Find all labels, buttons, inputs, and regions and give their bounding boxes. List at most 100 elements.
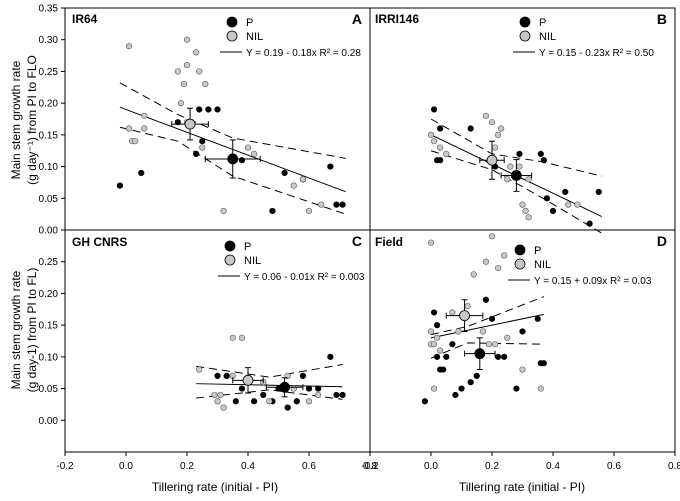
panel-c-legend-marker-p: [224, 240, 236, 252]
panel-c-ci-upper: [196, 363, 343, 378]
panel-d-point-nil: [485, 341, 493, 348]
panel-d-point-p: [495, 353, 502, 360]
panel-b-point-nil: [430, 138, 438, 145]
panel-b-point-p: [437, 157, 444, 164]
panel-d-xtick-label: 0.0: [424, 461, 438, 472]
panel-c-point-p: [315, 385, 322, 392]
panel-b-point-nil: [525, 214, 532, 221]
panel-c-point-p: [284, 404, 291, 411]
panel-b-legend-label-p: P: [539, 17, 546, 29]
panel-d-legend-label-nil: NIL: [534, 259, 551, 271]
panel-c-legend-label-nil: NIL: [244, 255, 261, 267]
panel-b-legend-marker-nil: [519, 30, 531, 42]
panel-c-point-p: [214, 372, 221, 379]
panel-c-point-nil: [211, 391, 218, 399]
y-axis-title-top-line2: (g day⁻¹) from PI to FLO: [25, 55, 39, 185]
panel-a-ci-upper: [119, 82, 346, 159]
panel-d-point-nil: [501, 252, 508, 259]
panel-c-equation: Y = 0.06 - 0.01x R² = 0.003: [244, 272, 365, 283]
panel-c-xtick-label: 0.6: [302, 461, 316, 472]
panel-b-point-nil: [574, 201, 581, 208]
panel-b-legend-marker-p: [519, 16, 531, 28]
panel-d-point-nil: [430, 385, 438, 392]
panel-c-ytick-label: 0.00: [39, 416, 59, 427]
panel-b-point-nil: [516, 163, 523, 170]
panel-d-point-nil: [430, 341, 438, 348]
panel-d-point-nil: [519, 366, 526, 373]
panel-d-point-p: [540, 360, 547, 367]
panel-c-xtick-label: -0.2: [56, 461, 74, 472]
panel-a-point-nil: [125, 125, 133, 132]
panel-d-point-p: [488, 315, 496, 322]
panel-b-point-p: [430, 106, 438, 113]
panel-d-point-p: [482, 296, 490, 303]
panel-c-point-p: [232, 398, 239, 405]
panel-a-ytick-label: 0.25: [39, 67, 59, 78]
panel-a-point-nil: [305, 207, 313, 215]
panel-b-legend-label-nil: NIL: [539, 31, 556, 43]
panel-c-point-nil: [315, 391, 322, 399]
panel-c-xtick-label: 0.0: [119, 461, 133, 472]
panel-d-point-nil: [491, 341, 499, 348]
panel-d-field: -0.2 0.0 0.2 0.4 0.6 0.8 Field D P NIL Y = 0.15 + …: [361, 229, 680, 472]
panel-c-point-nil: [266, 398, 273, 405]
panel-a-point-p: [269, 207, 276, 215]
panel-a-ytick-label: 0.00: [39, 226, 59, 237]
panel-d-point-nil: [470, 271, 477, 278]
panel-d-xtick-label: 0.4: [546, 461, 560, 472]
panel-d-mean-nil: [459, 310, 470, 322]
panel-b-irri146: IRRI146 B P NIL Y = 0.15 - 0.23x R² = 0.50: [369, 7, 676, 234]
panel-c-ytick-label: 0.10: [39, 352, 59, 363]
panel-a-legend-marker-p: [226, 16, 238, 28]
y-axis-title-bottom-line1: Main stem growth rate: [9, 270, 23, 389]
panel-d-point-p: [473, 372, 480, 379]
panel-a-point-p: [333, 201, 340, 208]
panel-c-gh-cnrs: 0.00 0.05 0.10 0.15 0.20 0.25 -0.2 0.0 0.2 0.4 0.6…: [39, 229, 377, 472]
panel-d-point-nil: [482, 258, 490, 265]
panel-b-point-p: [543, 195, 551, 202]
panel-b-title: IRRI146: [375, 12, 419, 26]
panel-d-point-nil: [464, 303, 471, 310]
panel-d-point-p: [434, 322, 441, 329]
panel-d-title: Field: [375, 235, 403, 249]
panel-d-regression-line: [430, 313, 544, 339]
panel-d-ci-upper: [430, 296, 545, 336]
panel-b-point-p: [537, 150, 544, 157]
y-axis-title-bottom-line2: (g day-1) from PI to FL): [25, 268, 39, 393]
x-axis-title-right: Tillering rate (initial - PI): [459, 480, 585, 494]
panel-d-point-p: [467, 379, 474, 386]
panel-a-ytick-label: 0.10: [39, 162, 59, 173]
panel-d-letter: D: [657, 233, 667, 249]
panel-c-point-p: [305, 385, 313, 392]
panel-d-point-p: [421, 398, 429, 405]
panel-b-frame: [369, 7, 676, 231]
panel-c-point-nil: [217, 391, 224, 399]
panel-a-point-nil: [141, 112, 148, 119]
x-axis-title-left: Tillering rate (initial - PI): [152, 480, 278, 494]
panel-d-xtick-label: 0.2: [485, 461, 499, 472]
panel-c-xtick-label: 0.8: [363, 461, 377, 472]
panel-a-point-nil: [199, 144, 206, 151]
panel-a-point-nil: [141, 125, 148, 132]
panel-d-point-p: [449, 341, 456, 348]
panel-a-point-p: [327, 163, 334, 170]
panel-a-point-p: [281, 169, 288, 177]
panel-c-point-p: [260, 391, 267, 399]
panel-a-ytick-label: 0.30: [39, 35, 59, 46]
panel-a-point-nil: [299, 176, 307, 183]
panel-d-frame: [369, 229, 676, 453]
panel-a-ir64: 0.00 0.05 0.10 0.15 0.20 0.25 0.30 0.35 IR64 A P NI…: [39, 4, 371, 237]
panel-d-point-p: [513, 385, 520, 392]
panel-c-xtick-label: 0.4: [241, 461, 255, 472]
panel-d-point-p: [452, 391, 459, 399]
panel-a-point-nil: [132, 138, 139, 145]
panel-c-letter: C: [352, 233, 362, 249]
panel-a-ytick-label: 0.15: [39, 130, 59, 141]
panel-c-title: GH CNRS: [72, 235, 127, 249]
panel-a-point-nil: [244, 144, 252, 151]
panel-b-point-p: [467, 125, 474, 132]
panel-a-point-nil: [290, 182, 297, 189]
panel-a-point-p: [174, 119, 181, 126]
panel-d-point-nil: [504, 334, 511, 341]
panel-b-point-nil: [504, 176, 511, 183]
